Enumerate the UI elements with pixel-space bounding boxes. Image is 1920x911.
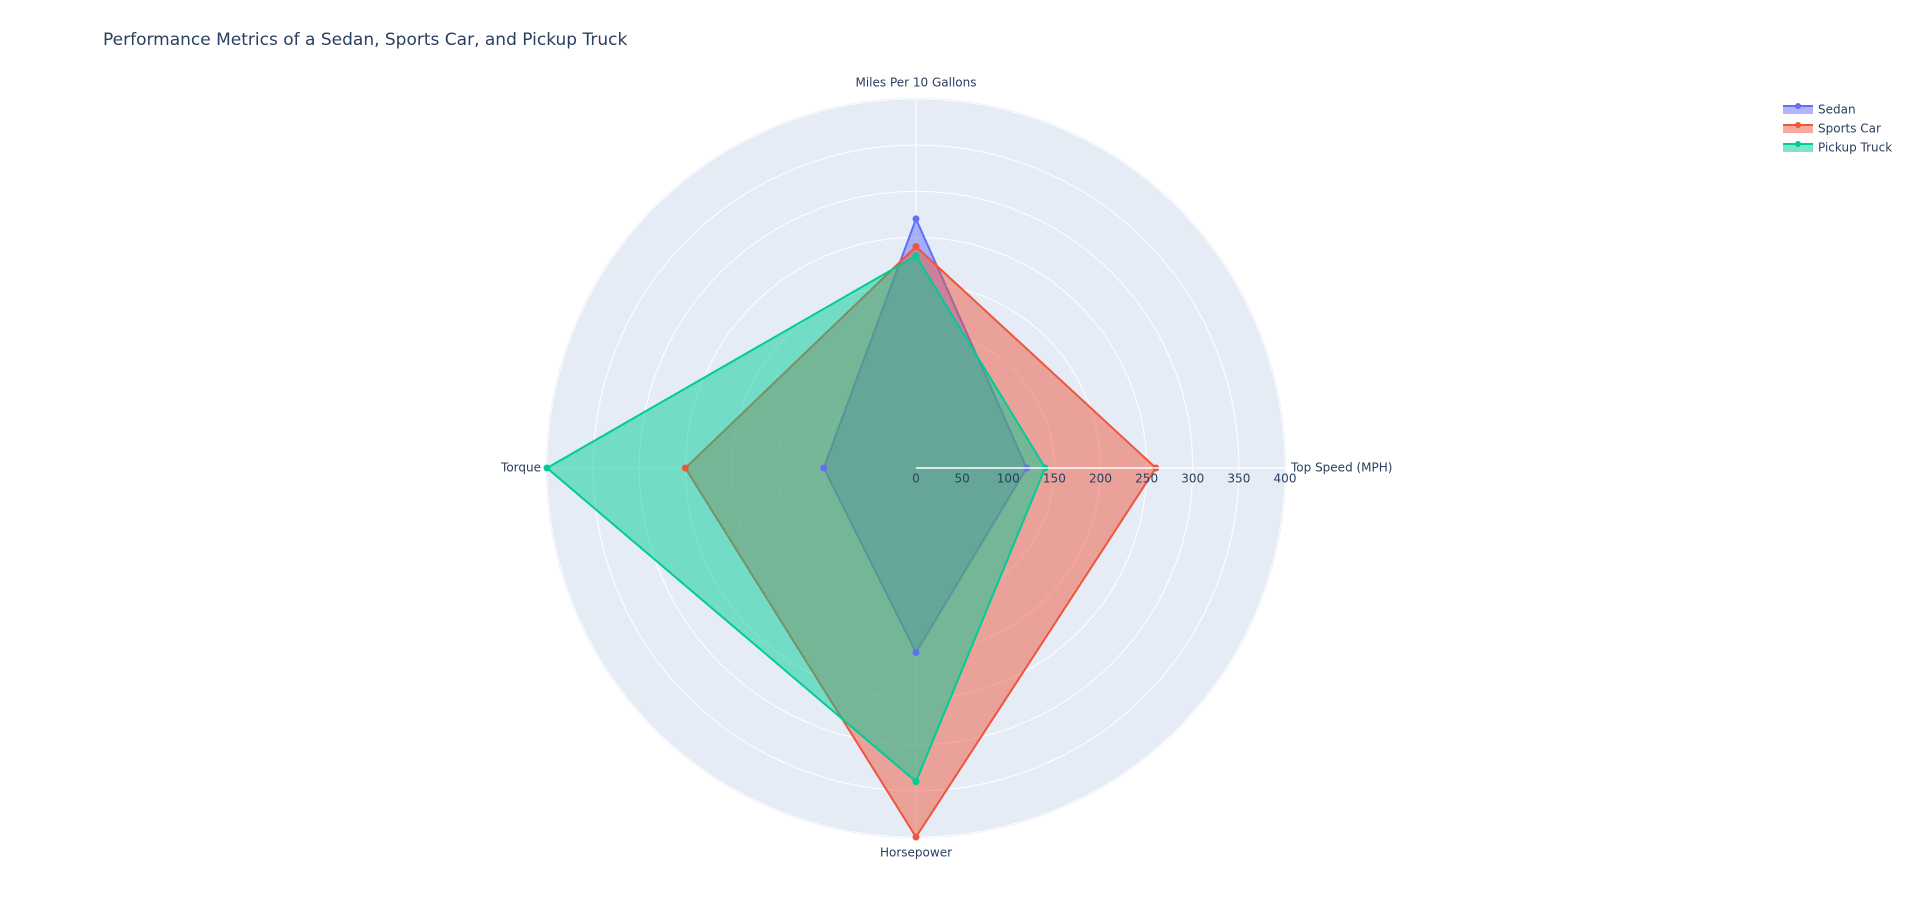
- marker: [912, 778, 920, 786]
- r-tick-label: 150: [1043, 472, 1066, 486]
- marker: [912, 833, 920, 841]
- legend-marker: [1795, 141, 1801, 147]
- marker: [912, 215, 920, 223]
- r-tick-label: 300: [1181, 472, 1204, 486]
- chart-title: Performance Metrics of a Sedan, Sports C…: [103, 30, 627, 50]
- legend-swatch: [1783, 144, 1813, 152]
- r-tick-label: 400: [1274, 472, 1297, 486]
- r-tick-label: 200: [1089, 472, 1112, 486]
- legend-label: Pickup Truck: [1818, 141, 1892, 155]
- legend-label: Sedan: [1818, 103, 1856, 117]
- r-tick-label: 0: [912, 472, 920, 486]
- r-tick-label: 250: [1135, 472, 1158, 486]
- category-label: Horsepower: [880, 846, 952, 860]
- legend-marker: [1795, 122, 1801, 128]
- marker: [681, 464, 689, 472]
- category-label: Top Speed (MPH): [1290, 461, 1392, 475]
- marker: [820, 464, 828, 472]
- marker: [912, 649, 920, 656]
- marker: [912, 243, 920, 251]
- category-label: Miles Per 10 Gallons: [855, 76, 976, 90]
- category-label: Torque: [500, 461, 541, 475]
- r-tick-label: 350: [1227, 472, 1250, 486]
- legend-marker: [1795, 103, 1801, 109]
- marker: [912, 252, 920, 260]
- legend-label: Sports Car: [1818, 122, 1881, 136]
- legend-swatch: [1783, 106, 1813, 114]
- legend-swatch: [1783, 125, 1813, 133]
- marker: [543, 464, 551, 472]
- r-tick-label: 100: [997, 472, 1020, 486]
- r-tick-label: 50: [954, 472, 969, 486]
